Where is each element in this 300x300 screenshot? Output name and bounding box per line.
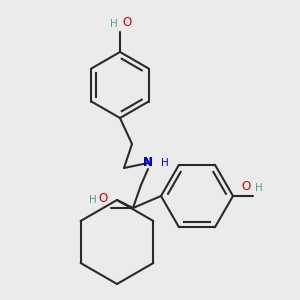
Text: H: H (110, 19, 118, 29)
Text: O: O (99, 192, 108, 205)
Text: N: N (143, 157, 153, 169)
Text: N: N (143, 157, 153, 169)
Text: H: H (161, 158, 169, 168)
Text: H: H (89, 195, 97, 205)
Text: O: O (242, 180, 251, 193)
Text: O: O (122, 16, 131, 29)
Text: H: H (255, 183, 263, 193)
